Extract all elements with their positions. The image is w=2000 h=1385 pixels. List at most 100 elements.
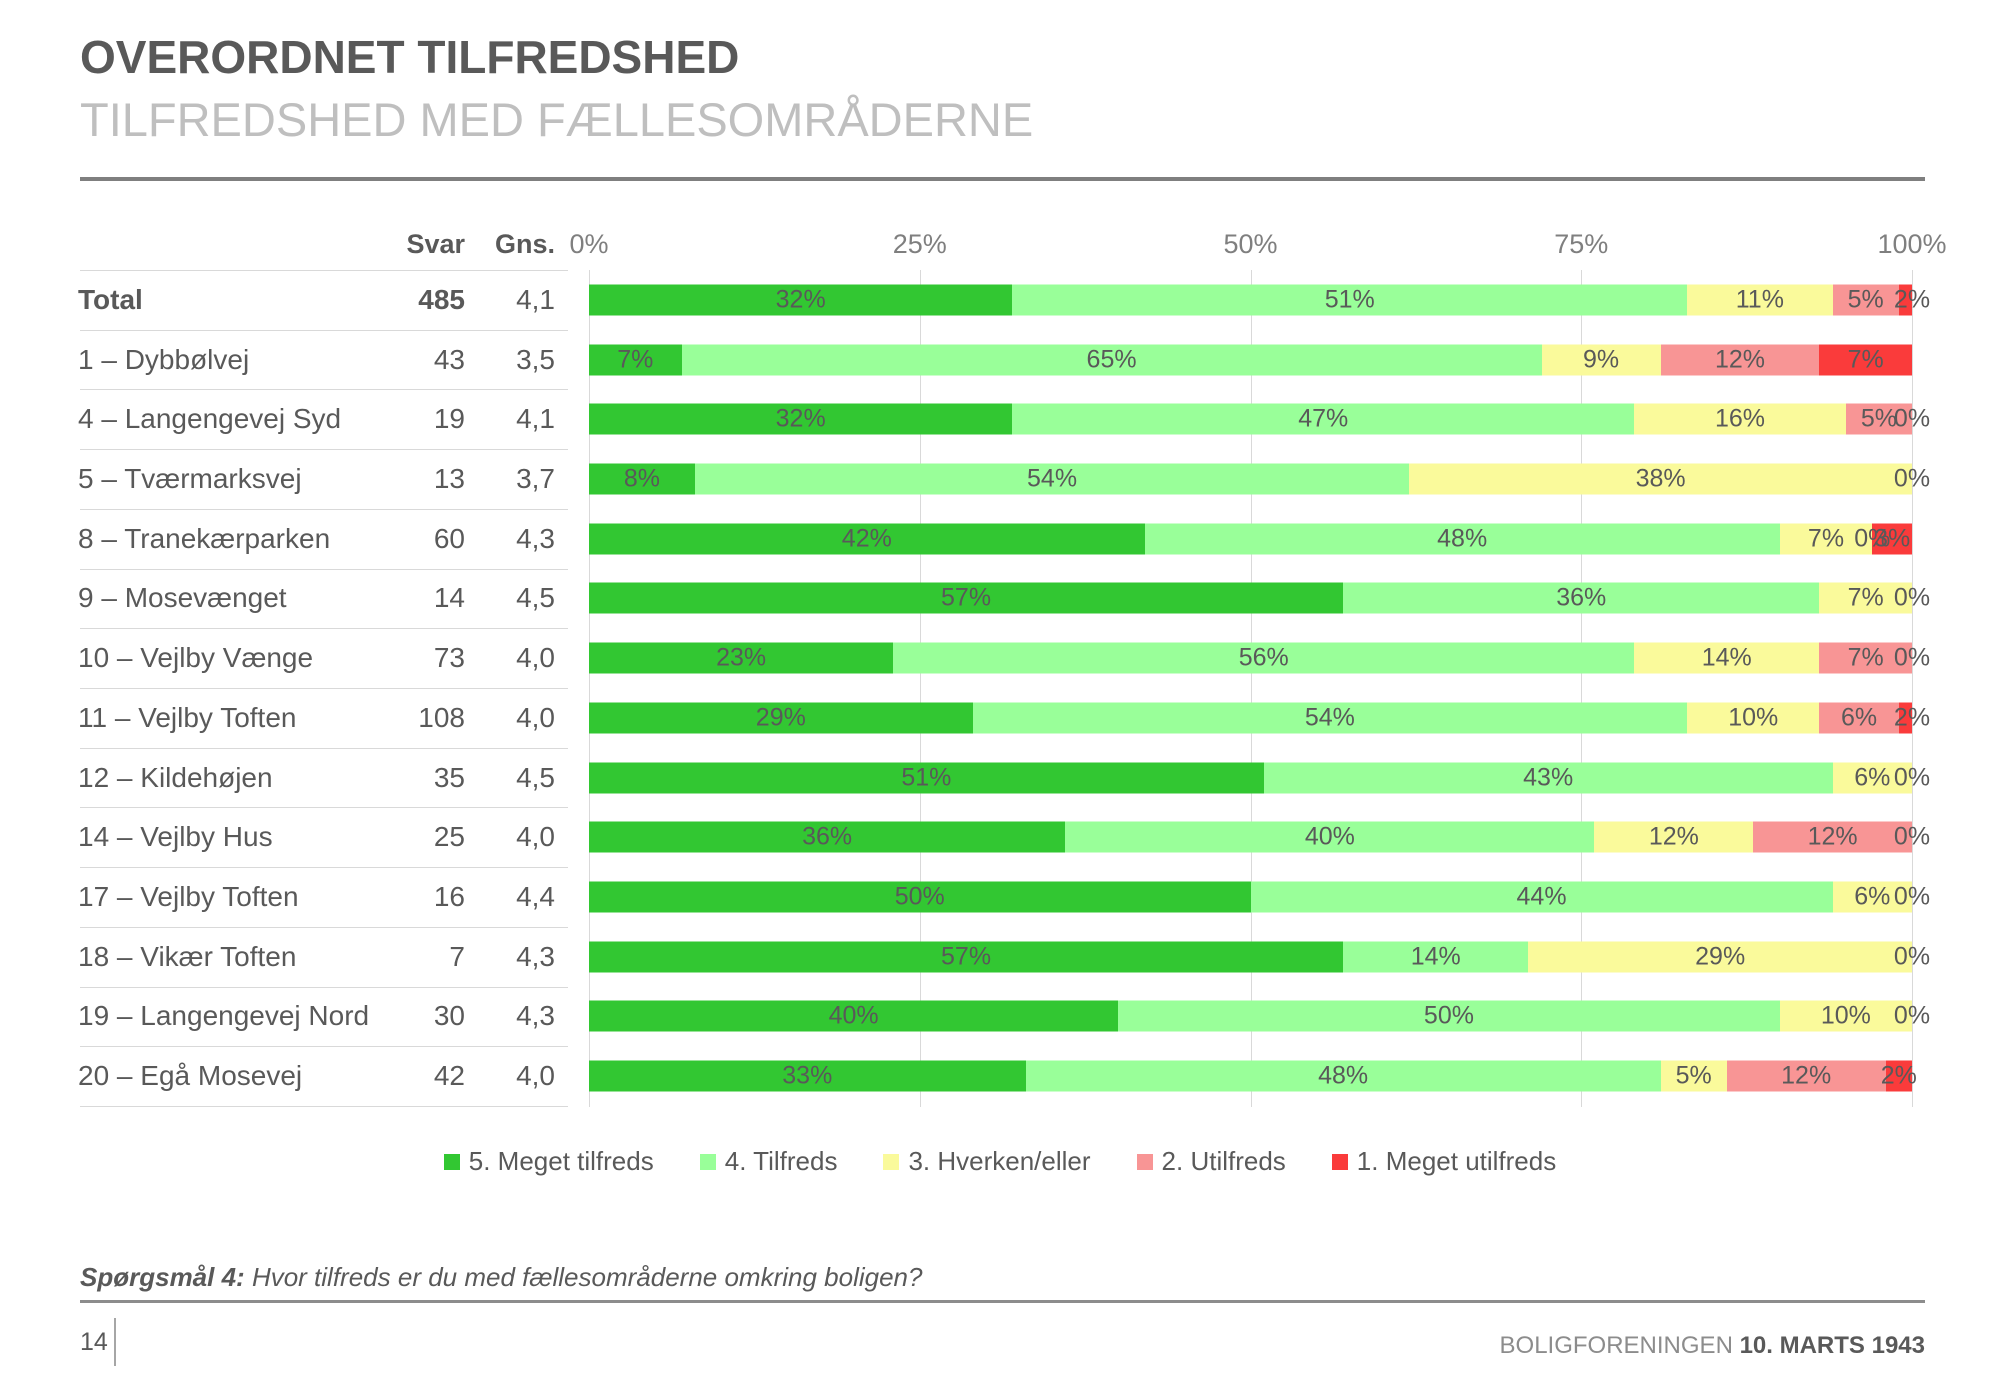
legend-item: 2. Utilfreds <box>1136 1146 1286 1177</box>
stacked-bar: 36% 40% 12% 12% 0% <box>589 821 1930 853</box>
bar-segment <box>1634 403 1846 435</box>
bar-segment <box>589 523 1145 555</box>
row-separator <box>80 926 568 928</box>
bar-segment-label: 36% <box>1556 583 1607 612</box>
bar-segment-label: 6% <box>1854 882 1891 911</box>
row-label: 1 – Dybbølvej <box>78 343 250 375</box>
table-row: 11 – Vejlby Toften 108 4,0 29% 54% 10% 6% 2% <box>0 688 2000 748</box>
row-gns-value: 4,3 <box>516 940 555 972</box>
row-svar-value: 108 <box>418 701 465 733</box>
table-row: 4 – Langengevej Syd 19 4,1 32% 47% 16% 5% 0% <box>0 389 2000 449</box>
legend-label: 3. Hverken/eller <box>908 1146 1091 1176</box>
row-gns-value: 4,4 <box>516 880 555 912</box>
row-gns-value: 4,5 <box>516 761 555 793</box>
legend-label: 1. Meget utilfreds <box>1356 1146 1557 1176</box>
bar-segment <box>589 582 1344 614</box>
bar-segment <box>589 941 1344 973</box>
table-row: 14 – Vejlby Hus 25 4,0 36% 40% 12% 12% 0% <box>0 807 2000 867</box>
bar-segment-label: 12% <box>1648 822 1699 851</box>
bar-segment-label: 5% <box>1675 1061 1712 1090</box>
bar-segment-label: 33% <box>782 1061 833 1090</box>
bar-segment-label: 11% <box>1735 285 1784 314</box>
bar-segment <box>589 762 1264 794</box>
row-separator <box>80 1046 568 1048</box>
legend-item: 3. Hverken/eller <box>883 1146 1091 1177</box>
stacked-bar-clip <box>589 582 1912 614</box>
footnote-prefix: Spørgsmål 4: <box>80 1262 245 1292</box>
row-separator <box>80 568 568 570</box>
bar-segment-label: 38% <box>1635 464 1686 493</box>
bar-segment <box>1819 702 1899 734</box>
stacked-bar: 57% 14% 29% 0% <box>589 941 1930 973</box>
legend-label: 5. Meget tilfreds <box>468 1146 654 1176</box>
footer-date: 10. MARTS 1943 <box>1739 1332 1925 1359</box>
bar-zero-label: 0% <box>1893 583 1931 612</box>
bar-segment <box>589 1060 1026 1092</box>
axis-tick: 25% <box>892 229 947 259</box>
row-gns-value: 3,5 <box>516 343 555 375</box>
bar-segment <box>1250 881 1833 913</box>
bar-segment <box>1898 702 1912 734</box>
stacked-bar: 57% 36% 7% 0% <box>589 582 1930 614</box>
stacked-bar-clip <box>589 1060 1912 1092</box>
bar-zero-label: 0% <box>1893 763 1931 792</box>
table-row: 8 – Tranekærparken 60 4,3 42% 48% 7% 0% 3% <box>0 508 2000 569</box>
stacked-bar-clip <box>589 762 1912 794</box>
bar-segment <box>1634 642 1820 674</box>
bar-segment <box>1753 821 1912 853</box>
bar-segment <box>1819 582 1912 614</box>
bar-segment <box>1687 702 1820 734</box>
stacked-bar: 50% 44% 6% 0% <box>589 881 1930 913</box>
row-svar-value: 19 <box>433 403 465 435</box>
bar-segment-label: 48% <box>1318 1061 1369 1090</box>
bar-segment-label: 43% <box>1523 763 1574 792</box>
footer-org-date: BOLIGFORENINGEN 10. MARTS 1943 <box>1500 1332 1925 1360</box>
bar-segment-label: 51% <box>901 763 952 792</box>
bar-segment-label: 57% <box>941 942 992 971</box>
page-number-separator <box>114 1318 116 1366</box>
bar-segment-label: 29% <box>1695 942 1746 971</box>
bar-segment-label: 7% <box>1847 643 1884 672</box>
bar-segment-label: 54% <box>1304 703 1355 732</box>
legend-item: 4. Tilfreds <box>699 1146 838 1177</box>
row-label: 19 – Langengevej Nord <box>78 1000 370 1032</box>
bar-segment-label: 40% <box>1304 822 1355 851</box>
row-separator <box>80 807 568 809</box>
bar-segment-label: 2% <box>1880 1061 1917 1090</box>
bar-zero-label: 0% <box>1893 942 1931 971</box>
row-separator <box>80 747 568 749</box>
bar-segment <box>1012 403 1635 435</box>
stacked-bar: 8% 54% 38% 0% <box>589 463 1930 495</box>
bar-segment <box>1779 1000 1912 1032</box>
bar-segment-label: 6% <box>1854 763 1891 792</box>
row-separator <box>80 1106 568 1107</box>
row-gns-value: 4,0 <box>516 701 555 733</box>
row-svar-value: 7 <box>449 940 465 972</box>
bar-segment <box>972 702 1688 734</box>
bar-segment-label: 14% <box>1410 942 1461 971</box>
row-label: 14 – Vejlby Hus <box>78 821 273 853</box>
bar-segment-label: 12% <box>1714 345 1766 374</box>
bar-segment-label: 5% <box>1847 285 1884 314</box>
bar-segment-label: 2% <box>1893 703 1931 732</box>
bar-segment-label: 3% <box>1874 524 1911 553</box>
row-svar-value: 14 <box>433 582 465 614</box>
stacked-bar-clip <box>589 642 1912 674</box>
row-svar-value: 485 <box>418 283 465 315</box>
row-label: 17 – Vejlby Toften <box>78 880 299 912</box>
bar-segment-label: 23% <box>716 643 767 672</box>
bar-segment <box>1012 284 1688 316</box>
bar-zero-label: 0% <box>1893 1001 1931 1030</box>
bar-segment-label: 50% <box>894 882 945 911</box>
bar-segment <box>1144 523 1780 555</box>
gridline <box>1581 270 1582 1107</box>
bar-zero-label: 0% <box>1893 464 1931 493</box>
legend-label: 4. Tilfreds <box>724 1146 838 1176</box>
stacked-bar: 23% 56% 14% 7% 0% <box>589 642 1930 674</box>
gridline <box>589 270 590 1107</box>
bar-segment-label: 7% <box>1847 583 1884 612</box>
bar-segment <box>1885 1060 1912 1092</box>
stacked-bar-clip <box>589 702 1912 734</box>
bar-segment <box>1409 463 1912 495</box>
chart-legend: 5. Meget tilfreds 4. Tilfreds 3. Hverken/e… <box>0 1146 2000 1177</box>
